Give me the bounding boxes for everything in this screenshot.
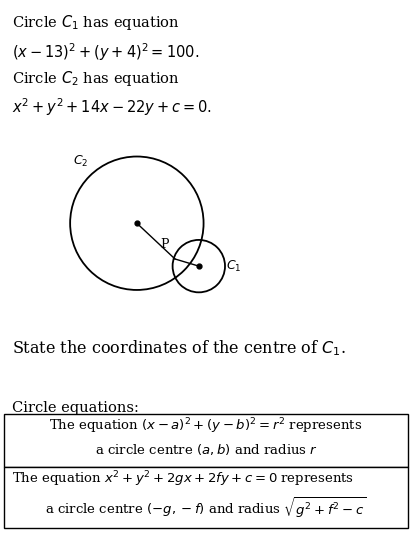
Text: a circle centre $(-g, -f)$ and radius $\sqrt{g^2 + f^2 - c}$: a circle centre $(-g, -f)$ and radius $\… — [45, 496, 367, 521]
Text: Circle equations:: Circle equations: — [12, 401, 139, 415]
Text: P: P — [161, 238, 169, 251]
Text: $C_2$: $C_2$ — [73, 154, 88, 169]
Text: $C_1$: $C_1$ — [226, 259, 242, 273]
Text: a circle centre $(a, b)$ and radius $r$: a circle centre $(a, b)$ and radius $r$ — [94, 442, 318, 457]
Text: $x^2 + y^2 + 14x - 22y + c = 0.$: $x^2 + y^2 + 14x - 22y + c = 0.$ — [12, 96, 212, 118]
Text: State the coordinates of the centre of $C_1$.: State the coordinates of the centre of $… — [12, 338, 346, 358]
FancyBboxPatch shape — [4, 467, 408, 528]
Text: $(x - 13)^2 + (y + 4)^2 = 100.$: $(x - 13)^2 + (y + 4)^2 = 100.$ — [12, 41, 199, 63]
Text: The equation $(x - a)^2 + (y - b)^2 = r^2$ represents: The equation $(x - a)^2 + (y - b)^2 = r^… — [49, 416, 363, 436]
Text: The equation $x^2 + y^2 + 2gx + 2fy + c = 0$ represents: The equation $x^2 + y^2 + 2gx + 2fy + c … — [12, 470, 354, 489]
Text: Circle $C_2$ has equation: Circle $C_2$ has equation — [12, 69, 180, 88]
FancyBboxPatch shape — [4, 414, 408, 467]
Text: Circle $C_1$ has equation: Circle $C_1$ has equation — [12, 13, 180, 33]
